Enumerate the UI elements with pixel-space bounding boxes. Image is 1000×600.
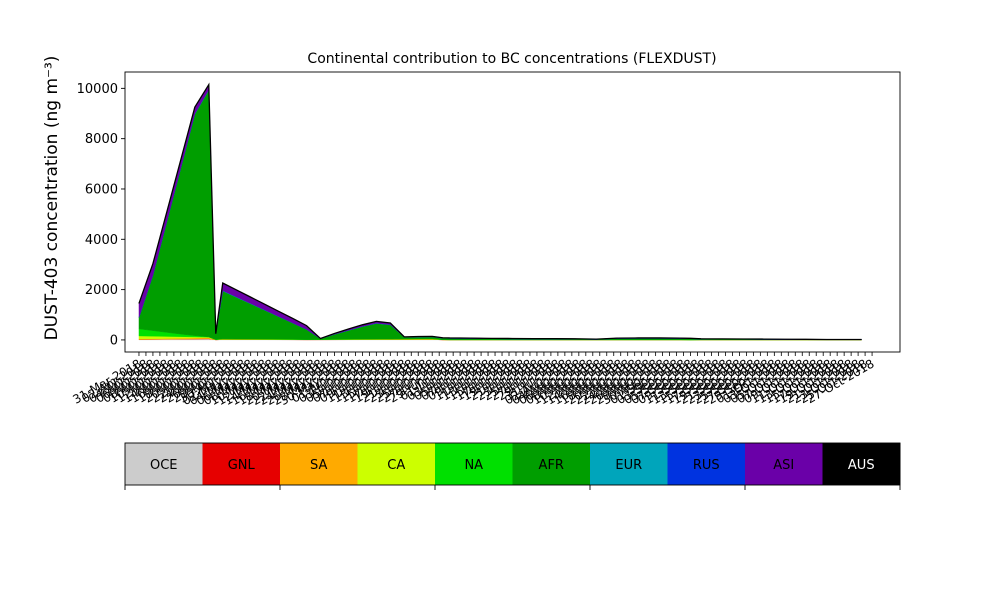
x-axis-ticks: 31-Mar-201802-Apr-201804-Apr-201806-Apr-… [70,352,877,408]
legend-label: CA [387,458,405,473]
legend-item-eur: EUR [590,443,668,485]
legend-swatch [590,443,668,485]
legend-label: NA [464,458,483,473]
chart-title: Continental contribution to BC concentra… [307,51,716,67]
legend-frame [124,442,901,486]
legend-label: GNL [228,458,256,473]
y-tick-label: 10000 [77,82,118,97]
legend-swatch [280,443,358,485]
legend-item-sa: SA [280,443,358,485]
legend-swatch [435,443,513,485]
total-outline [138,82,862,341]
legend-swatch [357,443,436,485]
plot-frame [124,71,901,353]
legend-item-afr: AFR [512,443,591,485]
y-tick-label: 4000 [85,233,118,248]
legend-swatch [667,443,746,485]
y-tick-label: 6000 [85,182,118,197]
legend-label: AFR [539,458,564,473]
legend-item-aus: AUS [822,443,901,485]
legend-swatch [822,443,901,485]
legend: OCE GNL SA CA NA AFR EUR RUS ASI AUS [124,442,901,490]
legend-swatch [745,443,823,485]
y-tick-label: 2000 [85,283,118,298]
legend-label: EUR [615,458,642,473]
legend-item-gnl: GNL [202,443,281,485]
legend-item-asi: ASI [745,443,823,485]
legend-swatch [512,443,591,485]
legend-swatch [202,443,281,485]
legend-label: OCE [150,458,178,473]
legend-item-na: NA [435,443,513,485]
legend-label: AUS [848,458,875,473]
legend-item-rus: RUS [667,443,746,485]
legend-label: RUS [693,458,720,473]
y-axis-ticks: 0 2000 4000 6000 8000 10000 [77,82,125,348]
legend-item-ca: CA [357,443,436,485]
y-tick-label: 8000 [85,132,118,147]
total-line [138,82,862,341]
y-tick-label: 0 [110,333,118,348]
legend-label: SA [310,458,327,473]
y-axis-label: DUST-403 concentration (ng m⁻³) [42,56,62,341]
legend-item-oce: OCE [125,443,203,485]
legend-label: ASI [773,458,794,473]
legend-swatch [125,443,203,485]
